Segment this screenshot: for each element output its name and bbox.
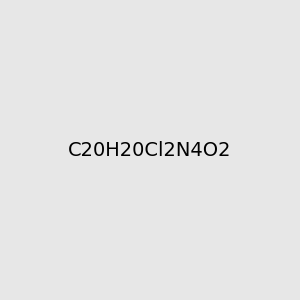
Text: C20H20Cl2N4O2: C20H20Cl2N4O2 [68, 140, 232, 160]
